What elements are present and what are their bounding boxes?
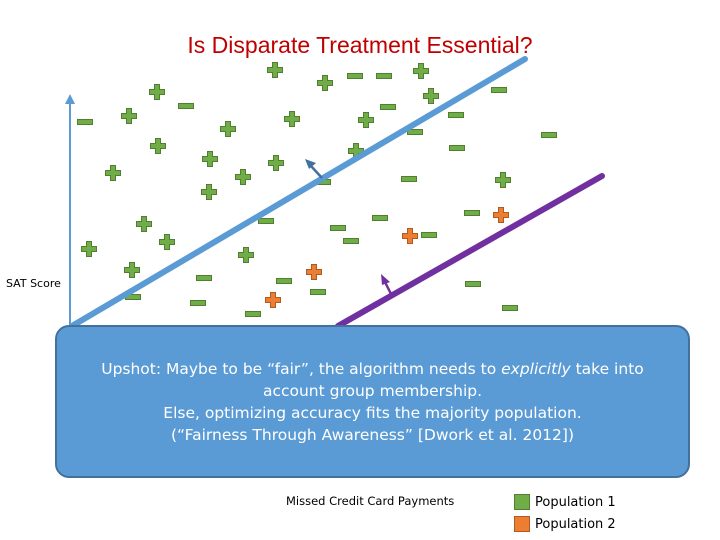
plus-icon-population-2 xyxy=(306,264,322,280)
minus-icon-population-1 xyxy=(310,289,326,295)
legend-label: Population 1 xyxy=(535,494,616,510)
classifier-normal-population-2 xyxy=(383,281,394,297)
x-axis-label: Missed Credit Card Payments xyxy=(286,494,455,508)
classifier-line-population-1 xyxy=(69,56,528,329)
classifier-normal-arrowhead-population-1 xyxy=(305,159,316,169)
minus-icon-population-1 xyxy=(449,145,465,151)
plus-icon-population-1 xyxy=(284,111,300,127)
minus-icon-population-1 xyxy=(258,218,274,224)
plus-icon-population-1 xyxy=(238,247,254,263)
minus-icon-population-1 xyxy=(347,73,363,79)
minus-icon-population-1 xyxy=(502,305,518,311)
minus-icon-population-1 xyxy=(491,87,507,93)
plus-icon-population-1 xyxy=(267,62,283,78)
minus-icon-population-1 xyxy=(196,275,212,281)
plus-icon-population-1 xyxy=(124,262,140,278)
plus-icon-population-1 xyxy=(105,165,121,181)
plus-icon-population-1 xyxy=(149,84,165,100)
minus-icon-population-1 xyxy=(245,311,261,317)
minus-icon-population-1 xyxy=(421,232,437,238)
callout-text: Upshot: Maybe to be “fair”, the algorith… xyxy=(101,359,502,378)
minus-icon-population-1 xyxy=(464,210,480,216)
minus-icon-population-1 xyxy=(380,104,396,110)
plus-icon-population-1 xyxy=(413,63,429,79)
axes xyxy=(65,94,75,330)
classifier-lines xyxy=(69,56,605,329)
slide-title: Is Disparate Treatment Essential? xyxy=(187,32,533,58)
minus-icon-population-1 xyxy=(190,300,206,306)
plus-icon-population-1 xyxy=(358,112,374,128)
plus-icon-population-1 xyxy=(201,184,217,200)
minus-icon-population-1 xyxy=(465,281,481,287)
legend-item-population-2: Population 2 xyxy=(514,516,616,532)
minus-icon-population-1 xyxy=(178,103,194,109)
callout-line-1: Upshot: Maybe to be “fair”, the algorith… xyxy=(101,358,644,380)
callout-emphasis: explicitly xyxy=(501,359,571,378)
minus-icon-population-1 xyxy=(401,176,417,182)
callout-line-4: (“Fairness Through Awareness” [Dwork et … xyxy=(171,425,574,444)
minus-icon-population-1 xyxy=(376,73,392,79)
classifier-normal-population-1 xyxy=(310,165,323,179)
plus-icon-population-1 xyxy=(220,121,236,137)
plus-icon-population-1 xyxy=(317,75,333,91)
plus-icon-population-1 xyxy=(202,151,218,167)
plus-icon-population-1 xyxy=(423,88,439,104)
minus-icon-population-1 xyxy=(541,132,557,138)
legend-label: Population 2 xyxy=(535,516,616,532)
minus-icon-population-1 xyxy=(343,238,359,244)
upshot-callout: Upshot: Maybe to be “fair”, the algorith… xyxy=(55,325,690,478)
plus-icon-population-1 xyxy=(495,172,511,188)
plus-icon-population-1 xyxy=(150,138,166,154)
plus-icon-population-2 xyxy=(402,228,418,244)
plus-icon-population-1 xyxy=(159,234,175,250)
callout-line-3: Else, optimizing accuracy fits the major… xyxy=(163,403,582,422)
plus-icon-population-1 xyxy=(81,241,97,257)
data-points xyxy=(77,62,557,317)
callout-text: take into xyxy=(570,359,644,378)
plus-icon-population-1 xyxy=(136,216,152,232)
y-axis-label: SAT Score xyxy=(6,277,61,290)
minus-icon-population-1 xyxy=(276,278,292,284)
plus-icon-population-1 xyxy=(268,155,284,171)
minus-icon-population-1 xyxy=(448,112,464,118)
legend-item-population-1: Population 1 xyxy=(514,494,616,510)
plus-icon-population-1 xyxy=(235,169,251,185)
minus-icon-population-1 xyxy=(330,225,346,231)
y-axis-arrowhead xyxy=(65,94,75,104)
minus-icon-population-1 xyxy=(407,129,423,135)
minus-icon-population-1 xyxy=(77,119,93,125)
classifier-line-population-2 xyxy=(335,173,605,329)
legend-swatch xyxy=(514,516,530,532)
plus-icon-population-2 xyxy=(265,292,281,308)
legend-swatch xyxy=(514,494,530,510)
classifier-normal-arrowhead-population-2 xyxy=(381,274,390,285)
minus-icon-population-1 xyxy=(372,215,388,221)
plus-icon-population-1 xyxy=(121,108,137,124)
plus-icon-population-2 xyxy=(493,207,509,223)
callout-line-2: account group membership. xyxy=(262,381,483,400)
